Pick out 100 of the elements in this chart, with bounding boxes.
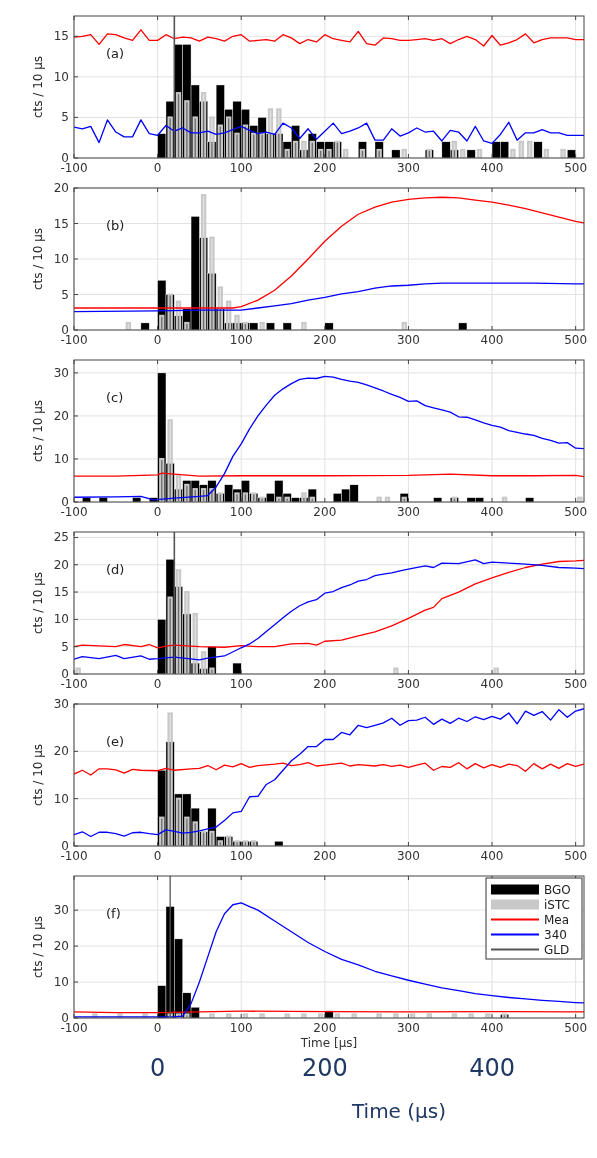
bar: [301, 492, 307, 502]
line-series: [74, 762, 584, 776]
bar: [376, 1013, 382, 1018]
y-tick-label: 5: [61, 110, 69, 125]
x-tick-label: 300: [396, 333, 420, 347]
bar: [276, 108, 282, 158]
annotation: (f): [106, 906, 121, 921]
line-series: [74, 29, 584, 47]
bar: [284, 1013, 290, 1018]
x-tick-label: 200: [313, 1021, 337, 1035]
legend-label: GLD: [544, 942, 570, 957]
x-tick-label: 200: [313, 505, 337, 519]
bar: [376, 496, 382, 502]
bar: [132, 497, 142, 502]
x-tick-label: 500: [564, 1021, 588, 1035]
bar: [159, 314, 165, 330]
bar: [167, 596, 173, 674]
bar: [334, 1013, 341, 1018]
bar: [301, 321, 307, 330]
bar: [525, 497, 535, 502]
bar: [393, 1013, 399, 1018]
x-tick-label: 200: [313, 677, 337, 691]
y-axis-title: cts / 10 μs: [31, 399, 45, 463]
y-tick-label: 20: [53, 181, 69, 195]
bar: [324, 322, 334, 330]
legend-label: iSTC: [544, 897, 570, 912]
y-tick-label: 20: [53, 557, 69, 572]
bar: [259, 132, 265, 158]
bar: [259, 321, 265, 330]
bar: [526, 140, 533, 158]
bar: [358, 141, 367, 158]
y-tick-label: 10: [53, 69, 69, 84]
bar: [466, 149, 476, 158]
annotation: (e): [106, 734, 125, 749]
x-tick-label: 300: [396, 677, 420, 691]
bar: [140, 322, 150, 330]
y-tick-label: 30: [53, 697, 69, 711]
x-tick-label: 300: [396, 161, 420, 175]
y-tick-label: 10: [53, 791, 69, 806]
bar: [242, 1013, 249, 1018]
y-tick-label: 10: [53, 451, 69, 466]
bar: [267, 108, 274, 158]
line-series: [74, 119, 584, 145]
x-tick-label: 500: [564, 849, 588, 863]
bar: [393, 667, 399, 674]
x2-tick-label: 400: [469, 1054, 515, 1082]
bar: [209, 830, 215, 846]
y-tick-label: 10: [53, 252, 69, 266]
bar: [409, 1013, 416, 1018]
y-tick-label: 15: [53, 29, 69, 44]
line-series: [74, 708, 584, 838]
x-tick-label: 500: [564, 505, 588, 519]
y-axis-title: cts / 10 μs: [31, 227, 45, 291]
x-tick-label: 100: [229, 161, 253, 175]
bar: [301, 1013, 307, 1018]
bar: [209, 236, 215, 330]
bar: [458, 322, 468, 330]
bar: [209, 1013, 215, 1018]
bar: [274, 841, 284, 846]
bar: [225, 1013, 232, 1018]
annotation: (c): [106, 390, 124, 405]
x-tick-label: 0: [153, 677, 162, 691]
x-tick-label: 0: [153, 1021, 162, 1035]
bar: [433, 497, 443, 502]
bar: [567, 149, 576, 158]
bar: [301, 140, 307, 158]
bar: [200, 194, 207, 330]
bar: [184, 100, 190, 158]
x-tick-label: 100: [229, 849, 253, 863]
legend-label: Mea: [544, 912, 570, 927]
y-tick-label: 20: [53, 408, 69, 423]
y-axis-title: cts / 10 μs: [31, 915, 45, 979]
x-tick-label: 100: [229, 1021, 253, 1035]
legend-label: 340: [544, 927, 567, 942]
x-tick-label: 0: [153, 161, 162, 175]
bar: [560, 148, 566, 158]
y-tick-label: 10: [53, 975, 69, 990]
bar: [234, 132, 240, 158]
x-tick-label: 400: [480, 849, 504, 863]
bar: [192, 116, 198, 158]
x-tick-label: 200: [313, 161, 337, 175]
annotation: (b): [106, 218, 125, 233]
y-tick-label: 15: [53, 585, 69, 600]
y-tick-label: 25: [53, 530, 69, 545]
y-axis-title: cts / 10 μs: [31, 571, 45, 635]
bar: [184, 321, 190, 330]
bar: [167, 116, 173, 158]
bar: [175, 569, 182, 674]
line-series: [74, 282, 584, 313]
bar: [292, 140, 299, 158]
bar: [577, 496, 583, 502]
x-tick-label: 300: [396, 505, 420, 519]
x-tick-label: 0: [153, 333, 162, 347]
x-tick-label: 400: [480, 505, 504, 519]
x2-tick-label: 0: [149, 1054, 166, 1082]
bar: [184, 816, 190, 846]
bar: [175, 92, 182, 158]
bar: [317, 1013, 324, 1018]
annotation: (d): [106, 562, 125, 577]
bar: [232, 662, 242, 674]
